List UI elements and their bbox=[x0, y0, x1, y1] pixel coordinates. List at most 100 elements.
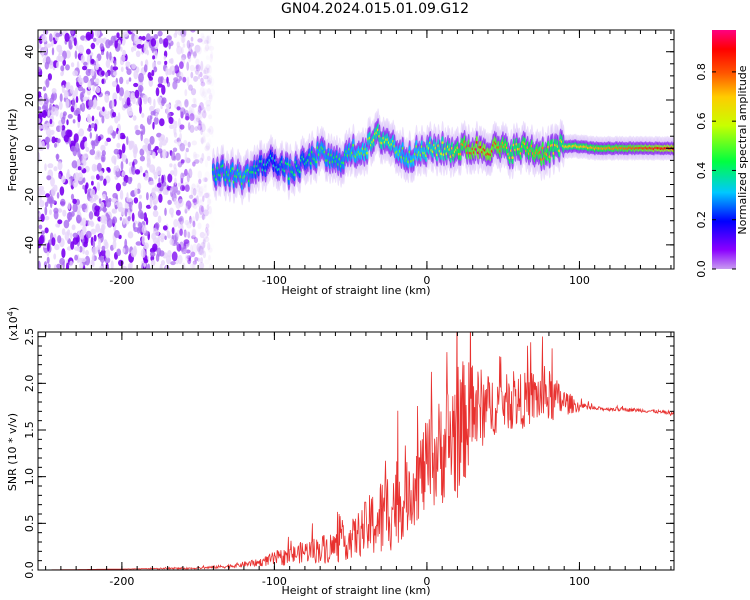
spectrogram-noise-cell bbox=[191, 228, 197, 238]
spectrogram-noise-cell bbox=[38, 260, 41, 269]
spectrogram-noise-cell bbox=[211, 203, 215, 208]
spectrogram-noise-cell bbox=[200, 81, 206, 87]
spectrogram-noise-cell bbox=[206, 152, 211, 162]
spectrogram-noise-cell bbox=[85, 31, 92, 41]
spectrogram-noise-cell bbox=[194, 98, 197, 108]
spectrogram-noise-cell bbox=[67, 169, 70, 177]
spectrogram-noise-cell bbox=[132, 115, 137, 121]
spectrogram-noise-cell bbox=[70, 30, 75, 35]
snr-y-tick-label: 1.5 bbox=[23, 421, 36, 439]
spectrogram-y-tick-label: 40 bbox=[23, 45, 36, 59]
spectrogram-noise-cell bbox=[184, 116, 190, 121]
spectrogram-noise-cell bbox=[122, 247, 126, 254]
spectrogram-noise-cell bbox=[168, 42, 171, 50]
spectrogram-noise-cell bbox=[204, 236, 210, 243]
spectrogram-noise-cell bbox=[199, 137, 206, 143]
spectrogram-noise-cell bbox=[131, 165, 134, 172]
spectrogram-noise-cell bbox=[192, 188, 197, 196]
spectrogram-noise-cell bbox=[137, 96, 141, 105]
spectrogram-noise-cell bbox=[170, 170, 175, 176]
spectrogram-noise-cell bbox=[184, 156, 190, 164]
spectrogram-noise-cell bbox=[88, 220, 91, 226]
spectrogram-noise-cell bbox=[192, 220, 196, 228]
spectrogram-noise-cell bbox=[184, 99, 189, 108]
snr-panel: -200 -100 0 100 0.0 0.5 1.0 1.5 2.0 2.5 Height of… bbox=[6, 307, 675, 597]
spectrogram-noise-cell bbox=[195, 58, 200, 66]
spectrogram-noise-cell bbox=[186, 40, 191, 49]
spectrogram-noise-cell bbox=[139, 155, 145, 162]
spectrogram-noise-cell bbox=[189, 170, 193, 177]
snr-y-tick-label: 0.0 bbox=[23, 561, 36, 579]
spectrogram-noise-cell bbox=[44, 206, 48, 216]
spectrogram-noise-cell bbox=[121, 36, 126, 46]
spectrogram-noise-cell bbox=[111, 155, 117, 164]
spectrogram-noise-cell bbox=[49, 118, 53, 125]
spectrogram-noise-cell bbox=[130, 93, 134, 102]
spectrogram-noise-cell bbox=[78, 128, 85, 137]
spectrogram-noise-cell bbox=[106, 137, 112, 142]
spectrogram-noise-cell bbox=[94, 155, 99, 160]
spectrogram-noise-cell bbox=[183, 248, 187, 253]
spectrogram-noise-cell bbox=[60, 71, 64, 77]
spectrogram-noise-cell bbox=[205, 144, 211, 150]
spectrogram-noise-cell bbox=[192, 151, 197, 160]
spectrogram-noise-cell bbox=[138, 194, 142, 199]
spectrogram-noise-cell bbox=[69, 232, 73, 239]
spectrogram-noise-cell bbox=[184, 208, 188, 214]
spectrogram-noise-cell bbox=[104, 113, 110, 120]
spectrogram-noise-cell bbox=[209, 147, 213, 154]
spectrogram-noise-cell bbox=[88, 99, 94, 108]
spectrogram-noise-cell bbox=[164, 60, 168, 65]
spectrogram-noise-cell bbox=[149, 198, 153, 208]
spectrogram-noise-cell bbox=[63, 90, 69, 99]
spectrogram-noise-cell bbox=[172, 80, 178, 90]
spectrogram-noise-cell bbox=[204, 39, 209, 45]
spectrogram-noise-cell bbox=[66, 262, 69, 269]
spectrogram-noise-cell bbox=[53, 207, 59, 214]
spectrogram-noise-cell bbox=[204, 75, 210, 83]
spectrogram-noise-cell bbox=[119, 216, 123, 221]
spectrogram-noise-cell bbox=[96, 57, 99, 67]
spectrogram-noise-cell bbox=[190, 49, 193, 55]
snr-x-tick-label: 0 bbox=[423, 575, 430, 588]
spectrogram-noise-cell bbox=[207, 199, 213, 204]
spectrogram-noise-cell bbox=[151, 187, 156, 197]
spectrogram-noise-cell bbox=[191, 107, 195, 118]
snr-scale-close: ) bbox=[7, 307, 20, 311]
colorbar-tick-label: 0.8 bbox=[695, 63, 708, 81]
spectrogram-noise-cell bbox=[121, 134, 126, 140]
spectrogram-noise-cell bbox=[208, 94, 213, 100]
snr-series-line bbox=[38, 332, 674, 570]
spectrogram-noise-cell bbox=[200, 122, 206, 128]
spectrogram-noise-cell bbox=[183, 108, 186, 115]
spectrogram-noise-cell bbox=[173, 197, 177, 205]
spectrogram-noise-cell bbox=[208, 254, 211, 261]
spectrogram-noise-cell bbox=[200, 77, 204, 83]
spectrogram-noise-cell bbox=[70, 62, 75, 68]
spectrogram-noise-cell bbox=[190, 251, 196, 258]
spectrogram-noise-cell bbox=[90, 122, 95, 129]
spectrogram-noise-cell bbox=[197, 191, 203, 198]
spectrogram-noise-cell bbox=[150, 38, 157, 47]
spectrogram-noise-cell bbox=[38, 139, 42, 149]
spectrogram-noise-cell bbox=[190, 186, 194, 197]
spectrogram-noise-cell bbox=[46, 256, 50, 264]
spectrogram-noise-cell bbox=[105, 249, 111, 259]
spectrogram-noise-cell bbox=[194, 257, 199, 262]
spectrogram-noise-cell bbox=[74, 254, 78, 261]
spectrogram-noise-cell bbox=[122, 181, 127, 187]
spectrogram-noise-cell bbox=[121, 152, 125, 162]
spectrogram-noise-cell bbox=[127, 176, 132, 185]
spectrogram-noise-cell bbox=[134, 89, 140, 99]
spectrogram-noise-cell bbox=[203, 106, 206, 114]
spectrogram-noise-cell bbox=[107, 111, 110, 115]
spectrogram-noise-cell bbox=[79, 104, 83, 111]
spectrogram-noise-cell bbox=[77, 166, 82, 171]
spectrogram-noise-cell bbox=[204, 158, 208, 168]
spectrogram-noise-cell bbox=[41, 35, 48, 43]
spectrogram-noise-cell bbox=[126, 68, 132, 75]
spectrogram-noise-cell bbox=[149, 251, 156, 257]
spectrogram-noise-cell bbox=[95, 78, 100, 85]
spectrogram-noise-cell bbox=[73, 133, 79, 143]
spectrogram-noise-cell bbox=[128, 77, 132, 82]
